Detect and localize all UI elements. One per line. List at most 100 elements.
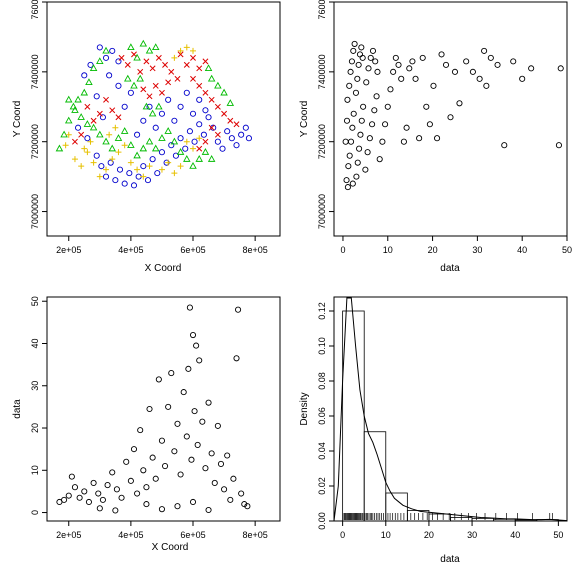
data-point [89,64,98,72]
data-point [177,135,184,142]
data-point [357,131,364,138]
data-point [96,44,103,51]
data-point [174,503,181,510]
data-point [96,57,104,65]
data-point [434,135,441,142]
data-point [96,130,104,138]
data-point [95,490,102,497]
data-point [214,81,222,89]
y-tick-label: 0.10 [317,337,327,355]
data-point [196,82,203,89]
data-point [419,54,426,61]
data-point [416,135,423,142]
data-point [177,47,184,54]
data-point [214,422,221,429]
y-tick-label: 7000000 [30,194,40,229]
data-point [171,448,178,455]
data-point [140,117,147,124]
data-point [174,420,181,427]
data-point [71,484,79,491]
data-point [71,106,79,113]
data-point [202,89,209,96]
data-point [84,149,91,156]
data-point [199,418,206,425]
data-point [423,103,430,110]
data-point [409,58,416,65]
data-point [115,114,122,121]
data-point [208,450,215,457]
data-point [65,131,72,138]
data-point [400,138,407,145]
x-tick-label: 2e+05 [56,245,81,255]
data-point [483,82,490,89]
data-point [358,44,365,51]
data-point [369,47,377,54]
data-point [358,117,365,124]
data-point [93,152,100,159]
data-point [202,107,209,114]
data-point [374,68,381,75]
data-point [71,156,78,163]
data-point [183,138,190,145]
data-point [140,86,147,93]
data-point [99,114,106,121]
data-point [151,43,160,51]
data-point [85,78,93,85]
y-tick-label: 7000000 [317,194,327,229]
data-point [124,61,131,68]
data-point [494,61,501,68]
data-point [75,124,82,131]
data-point [342,138,349,145]
data-point [196,135,203,142]
data-point [186,304,193,311]
data-point [152,82,159,89]
data-point [84,135,91,142]
data-point [196,96,203,103]
data-point [244,503,251,510]
data-point [345,163,352,170]
data-point [189,331,197,339]
data-point [115,149,122,156]
data-point [210,124,217,131]
data-point [194,441,201,448]
data-point [189,498,197,506]
data-point [176,148,185,155]
x-tick-label: 20 [424,530,434,540]
data-point [152,475,159,482]
data-point [430,82,437,89]
data-point [158,110,165,117]
data-point [344,96,351,103]
data-point [190,75,196,82]
data-point [126,170,133,177]
data-point [76,494,83,501]
data-point [168,370,175,377]
data-point [146,93,153,100]
x-tick-label: 20 [428,245,438,255]
panel-1-xlabel: X Coord [145,263,182,274]
data-point [447,114,454,121]
x-tick-label: 10 [381,530,391,540]
data-point [168,142,175,149]
data-point [196,357,203,364]
y-tick-label: 0.02 [317,477,327,495]
data-point [191,138,198,145]
data-point [230,475,237,482]
data-point [87,61,94,68]
data-point [127,159,134,166]
data-point [346,82,353,89]
data-point [123,458,130,465]
data-point [221,486,228,493]
data-point [442,61,450,68]
data-point [364,149,371,156]
data-point [90,117,97,124]
data-point [158,506,165,513]
data-point [211,479,218,487]
data-point [376,156,383,163]
data-point [144,177,152,184]
data-point [214,138,221,145]
data-point [214,103,221,110]
data-point [165,403,172,410]
y-tick-label: 50 [30,296,40,306]
data-point [174,75,181,82]
x-tick-label: 30 [472,245,482,255]
